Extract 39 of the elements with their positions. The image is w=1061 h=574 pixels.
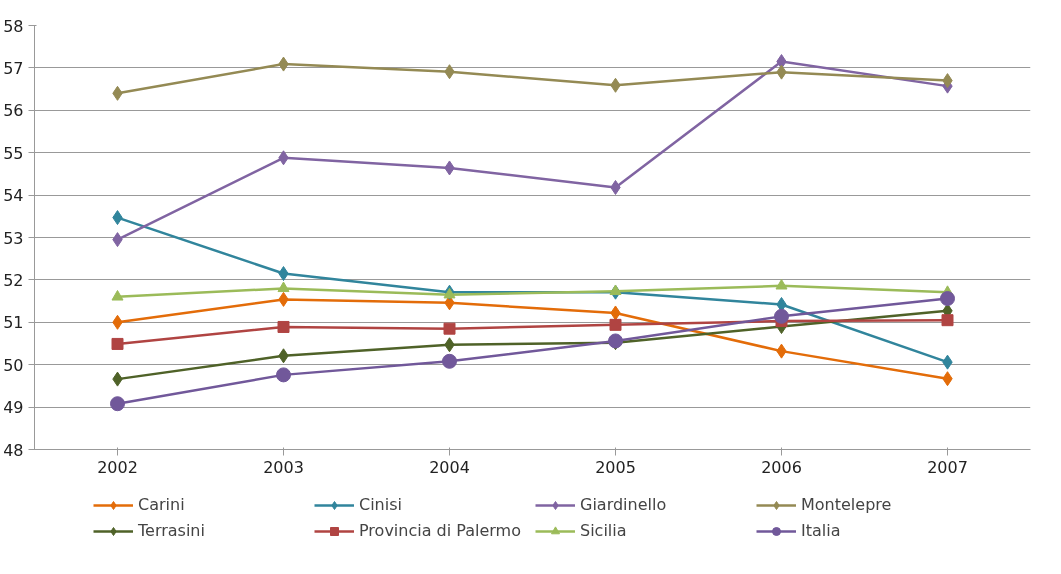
legend-label: Cinisi [359, 495, 403, 514]
point [609, 284, 622, 296]
x-tick-label: 2003 [263, 457, 304, 477]
x-tick-label: 2004 [429, 457, 470, 477]
x-tick-label: 2006 [761, 457, 802, 477]
y-tick-label: 53 [3, 228, 24, 248]
y-tick-label: 58 [3, 16, 24, 36]
legend-label: Italia [801, 521, 842, 540]
point [442, 353, 457, 369]
point [940, 291, 955, 307]
y-tick-label: 52 [3, 270, 24, 290]
point [941, 314, 954, 327]
point [443, 322, 456, 335]
x-tick-label: 2007 [927, 457, 968, 477]
point [277, 281, 290, 293]
legend-label: Carini [138, 495, 186, 514]
y-tick-label: 48 [3, 440, 24, 460]
y-tick-label: 54 [3, 186, 24, 206]
point [111, 290, 124, 301]
legend-label: Provincia di Palermo [359, 521, 522, 540]
point [774, 308, 789, 324]
point [276, 367, 291, 383]
x-tick-label: 2005 [595, 457, 636, 477]
y-tick-label: 50 [3, 355, 24, 375]
y-tick-label: 49 [3, 398, 24, 418]
point [111, 337, 124, 350]
legend-label: Sicilia [580, 521, 628, 540]
legend-label: Montelepre [801, 495, 893, 514]
x-tick-label: 2002 [97, 457, 138, 477]
point [609, 318, 622, 331]
point [775, 278, 788, 290]
y-tick-label: 51 [3, 313, 24, 333]
legend-label: Terrasini [138, 521, 206, 540]
y-tick-label: 57 [3, 58, 24, 78]
y-tick-label: 55 [3, 143, 24, 163]
point [277, 320, 290, 333]
legend-label: Giardinello [580, 495, 668, 514]
y-tick-label: 56 [3, 101, 24, 121]
point [110, 396, 125, 412]
